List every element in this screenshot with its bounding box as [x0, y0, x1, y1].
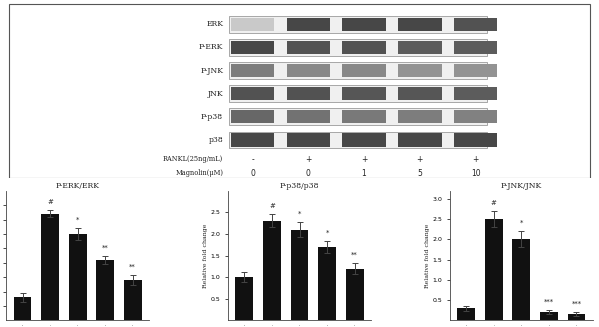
Text: *: * — [325, 230, 329, 236]
Text: **: ** — [102, 244, 108, 250]
Text: #: # — [491, 200, 497, 206]
Text: 0: 0 — [306, 169, 311, 178]
FancyBboxPatch shape — [343, 133, 386, 146]
Text: **: ** — [129, 264, 136, 270]
FancyBboxPatch shape — [286, 133, 330, 146]
FancyBboxPatch shape — [286, 110, 330, 124]
Text: P-ERK: P-ERK — [199, 43, 223, 51]
FancyBboxPatch shape — [454, 64, 497, 77]
Bar — [69, 234, 86, 320]
Y-axis label: Relative fold change: Relative fold change — [202, 223, 208, 288]
FancyBboxPatch shape — [229, 39, 488, 56]
Bar — [346, 268, 364, 320]
FancyBboxPatch shape — [231, 64, 274, 77]
Text: 10: 10 — [471, 169, 480, 178]
Text: p38: p38 — [208, 136, 223, 144]
Text: 5: 5 — [418, 169, 422, 178]
FancyBboxPatch shape — [231, 87, 274, 100]
Text: P-JNK: P-JNK — [200, 67, 223, 75]
Bar — [263, 221, 281, 320]
FancyBboxPatch shape — [229, 16, 488, 33]
FancyBboxPatch shape — [398, 18, 441, 31]
Text: #: # — [47, 199, 53, 205]
FancyBboxPatch shape — [454, 133, 497, 146]
FancyBboxPatch shape — [398, 133, 441, 146]
FancyBboxPatch shape — [229, 62, 488, 79]
FancyBboxPatch shape — [286, 64, 330, 77]
FancyBboxPatch shape — [398, 41, 441, 54]
FancyBboxPatch shape — [398, 87, 441, 100]
FancyBboxPatch shape — [286, 87, 330, 100]
FancyBboxPatch shape — [229, 131, 488, 148]
Text: RANKL(25ng/mL): RANKL(25ng/mL) — [163, 155, 223, 163]
Text: -: - — [251, 155, 254, 164]
Text: +: + — [473, 155, 479, 164]
Text: 1: 1 — [362, 169, 367, 178]
FancyBboxPatch shape — [286, 41, 330, 54]
Text: JNK: JNK — [208, 90, 223, 98]
Bar — [14, 297, 32, 320]
Text: **: ** — [351, 252, 358, 258]
Bar — [41, 214, 59, 320]
Title: P-ERK/ERK: P-ERK/ERK — [56, 182, 99, 190]
FancyBboxPatch shape — [229, 85, 488, 102]
Bar — [318, 247, 336, 320]
Text: Magnolin(μM): Magnolin(μM) — [175, 169, 223, 177]
Bar — [458, 308, 475, 320]
FancyBboxPatch shape — [454, 41, 497, 54]
Bar — [513, 239, 530, 320]
Bar — [540, 312, 558, 320]
FancyBboxPatch shape — [398, 64, 441, 77]
Title: P-p38/p38: P-p38/p38 — [280, 182, 319, 190]
FancyBboxPatch shape — [343, 18, 386, 31]
FancyBboxPatch shape — [231, 110, 274, 124]
Text: ERK: ERK — [206, 20, 223, 28]
FancyBboxPatch shape — [343, 110, 386, 124]
Y-axis label: Relative fold change: Relative fold change — [425, 223, 429, 288]
Bar — [124, 280, 141, 320]
FancyBboxPatch shape — [398, 110, 441, 124]
Text: +: + — [417, 155, 423, 164]
Text: ***: *** — [544, 299, 554, 305]
Text: 0: 0 — [250, 169, 255, 178]
Text: +: + — [305, 155, 311, 164]
FancyBboxPatch shape — [229, 109, 488, 125]
FancyBboxPatch shape — [343, 64, 386, 77]
Text: *: * — [520, 220, 523, 226]
Bar — [235, 277, 253, 320]
Bar — [485, 219, 503, 320]
FancyBboxPatch shape — [231, 18, 274, 31]
Bar — [291, 230, 308, 320]
Text: *: * — [76, 217, 79, 223]
Text: *: * — [298, 211, 301, 216]
Title: P-JNK/JNK: P-JNK/JNK — [501, 182, 542, 190]
Bar — [96, 260, 114, 320]
FancyBboxPatch shape — [343, 41, 386, 54]
FancyBboxPatch shape — [9, 4, 590, 178]
FancyBboxPatch shape — [454, 110, 497, 124]
Text: +: + — [361, 155, 367, 164]
Text: P-p38: P-p38 — [201, 113, 223, 121]
FancyBboxPatch shape — [454, 18, 497, 31]
Bar — [567, 314, 585, 320]
FancyBboxPatch shape — [286, 18, 330, 31]
Text: ***: *** — [571, 301, 582, 307]
FancyBboxPatch shape — [343, 87, 386, 100]
FancyBboxPatch shape — [454, 87, 497, 100]
Text: #: # — [269, 203, 275, 209]
FancyBboxPatch shape — [231, 133, 274, 146]
FancyBboxPatch shape — [231, 41, 274, 54]
